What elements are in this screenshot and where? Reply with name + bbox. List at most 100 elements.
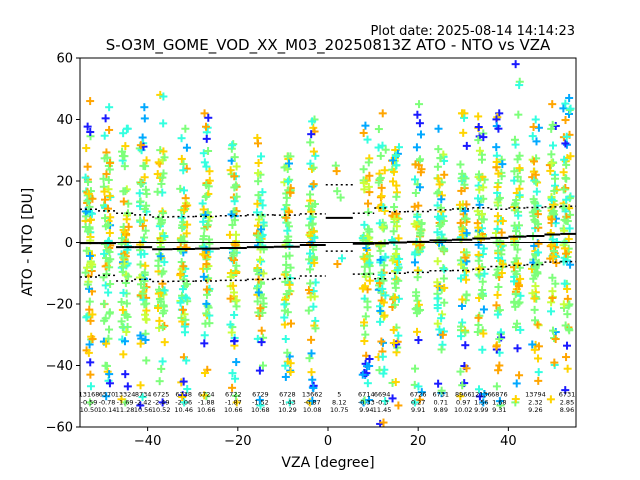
data-point (473, 328, 482, 337)
data-point (105, 379, 114, 388)
data-point (200, 158, 209, 167)
data-point (433, 319, 442, 328)
data-point (534, 368, 543, 377)
data-point (282, 252, 291, 261)
data-point (230, 197, 239, 206)
data-point (392, 151, 401, 160)
data-point (141, 226, 150, 235)
data-point (546, 228, 555, 237)
data-point (103, 220, 112, 229)
data-point (510, 167, 519, 176)
data-point (457, 186, 466, 195)
data-point (119, 350, 128, 359)
data-point (138, 221, 147, 230)
data-point (307, 335, 316, 344)
data-point (285, 398, 294, 407)
data-point (99, 299, 108, 308)
data-point (201, 122, 210, 131)
data-point (202, 285, 211, 294)
data-point (280, 313, 289, 322)
data-point (413, 110, 422, 119)
data-point (412, 288, 421, 297)
data-point (560, 279, 569, 288)
data-point (119, 197, 128, 206)
data-point (547, 215, 556, 224)
data-point (437, 345, 446, 354)
column-stat-label: 6694 (374, 391, 391, 399)
data-point (81, 173, 90, 182)
data-point (120, 337, 129, 346)
data-point (551, 279, 560, 288)
data-point (284, 159, 293, 168)
data-point (86, 128, 95, 137)
data-point (433, 257, 442, 266)
data-point (562, 353, 571, 362)
data-point (410, 380, 419, 389)
column-stat-label: 6731 (559, 391, 576, 399)
data-point (306, 138, 315, 147)
data-point (230, 310, 239, 319)
data-point (475, 170, 484, 179)
y-axis-ticks: −60 −40 −20 0 20 40 60 (46, 52, 80, 436)
data-point (140, 204, 149, 213)
data-point (160, 321, 169, 330)
data-point (435, 180, 444, 189)
data-point (533, 268, 542, 277)
data-point (160, 338, 169, 347)
data-point (435, 325, 444, 334)
data-point (374, 178, 383, 187)
data-point (478, 291, 487, 300)
data-point (200, 109, 209, 118)
data-point (203, 221, 212, 230)
data-point (257, 279, 266, 288)
data-point (410, 258, 419, 267)
data-point (310, 233, 319, 242)
data-point (492, 271, 501, 280)
data-point (308, 375, 317, 384)
data-point (105, 125, 114, 134)
data-point (534, 239, 543, 248)
data-point (283, 348, 292, 357)
data-point (434, 379, 443, 388)
column-stat-label: 6729 (252, 391, 269, 399)
data-point (460, 214, 469, 223)
data-point (255, 366, 264, 375)
data-point (226, 166, 235, 175)
data-point (283, 152, 292, 161)
data-point (141, 335, 150, 344)
data-point (228, 383, 237, 392)
data-point (141, 162, 150, 171)
data-point (381, 252, 390, 261)
data-point (547, 195, 556, 204)
data-point (333, 187, 342, 196)
data-point (180, 206, 189, 215)
data-point (253, 267, 262, 276)
data-point (155, 316, 164, 325)
column-stat-label: -1.43 (279, 398, 296, 406)
data-point (200, 339, 209, 348)
data-point (255, 395, 264, 404)
data-point (105, 370, 114, 379)
data-point (305, 354, 314, 363)
data-point (417, 225, 426, 234)
data-point (415, 395, 424, 404)
data-point (121, 142, 130, 151)
data-point (83, 312, 92, 321)
point-column (153, 90, 169, 407)
data-point (531, 177, 540, 186)
data-point (513, 155, 522, 164)
column-annotations: 13168-0.5910.506570-0.7810.1413324-1.691… (79, 391, 576, 414)
data-point (531, 170, 540, 179)
data-point (160, 286, 169, 295)
column-stat-label: 6728 (279, 391, 296, 399)
data-point (533, 220, 542, 229)
data-point (560, 215, 569, 224)
data-point (286, 263, 295, 272)
data-point (83, 280, 92, 289)
x-tick-label: 0 (324, 434, 332, 449)
data-point (549, 252, 558, 261)
data-point (533, 320, 542, 329)
data-point (548, 273, 557, 282)
data-point (85, 223, 94, 232)
data-point (389, 325, 398, 334)
